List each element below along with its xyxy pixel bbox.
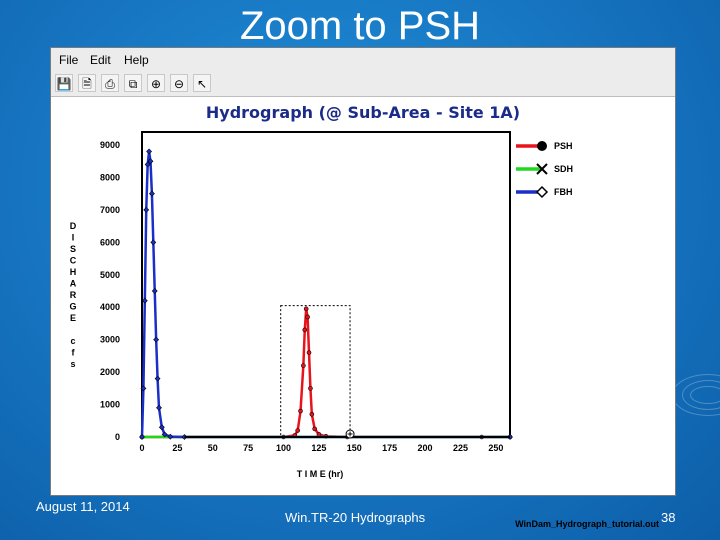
x-tick-label: 175: [382, 443, 397, 453]
x-tick-label: 50: [208, 443, 218, 453]
legend-label-psh: PSH: [554, 141, 573, 151]
zoom-out-icon[interactable]: ⊖: [170, 74, 188, 92]
y-axis-label-letter: c: [70, 336, 75, 346]
data-point-fbh: [154, 375, 161, 382]
y-axis-label-letter: f: [72, 348, 76, 358]
data-point-fbh: [148, 190, 155, 197]
data-point-psh: [301, 363, 306, 368]
hydrograph-window: File Edit Help 💾 🗎 ⎙ ⧉ ⊕ ⊖ ↖ Hydrograph …: [50, 47, 676, 529]
data-point-fbh: [139, 434, 145, 440]
y-tick-label: 6000: [100, 237, 120, 247]
legend-label-sdh: SDH: [554, 164, 573, 174]
x-tick-label: 100: [276, 443, 291, 453]
data-point-fbh: [158, 424, 165, 431]
y-tick-label: 5000: [100, 270, 120, 280]
menu-bar: File Edit Help: [51, 48, 675, 70]
y-axis-label-letter: E: [70, 313, 76, 323]
data-point-fbh: [151, 288, 158, 294]
x-tick-label: 150: [347, 443, 362, 453]
data-point-psh: [295, 428, 300, 433]
footer-date: August 11, 2014: [36, 499, 130, 514]
y-axis-label-letter: R: [70, 290, 77, 300]
x-tick-label: 25: [172, 443, 182, 453]
y-axis-label-letter: C: [70, 256, 77, 266]
data-point-fbh: [140, 385, 147, 392]
y-axis-label-letter: I: [72, 233, 75, 243]
y-tick-label: 3000: [100, 335, 120, 345]
x-tick-label: 125: [311, 443, 326, 453]
data-point-fbh: [161, 431, 168, 438]
data-point-fbh: [146, 148, 153, 155]
y-axis-label-letter: H: [70, 267, 77, 277]
data-point-psh: [305, 314, 310, 320]
save-icon[interactable]: 💾: [55, 74, 73, 92]
menu-file[interactable]: File: [59, 53, 79, 67]
data-point-psh: [298, 408, 303, 414]
data-point-fbh: [153, 336, 160, 343]
water-ripple-decoration: [682, 380, 720, 410]
y-axis-label-letter: S: [70, 244, 76, 254]
x-axis-label: T I M E (hr): [297, 469, 344, 479]
data-point-fbh: [167, 433, 174, 440]
hydrograph-chart[interactable]: 0 1000 2000 3000 4000 5000 6000 7000 8000 9000 0 25…: [51, 96, 675, 495]
data-point-fbh: [147, 158, 154, 165]
legend-x-icon: [536, 163, 548, 175]
y-tick-label: 4000: [100, 302, 120, 312]
y-axis-label-letter: G: [69, 302, 76, 312]
y-tick-label: 1000: [100, 400, 120, 410]
data-point-psh: [312, 426, 317, 432]
zoom-cursor-crosshair: [347, 431, 353, 437]
y-tick-label: 9000: [100, 140, 120, 150]
menu-edit[interactable]: Edit: [90, 53, 111, 67]
print-icon[interactable]: ⎙: [101, 74, 119, 92]
legend-circle-icon: [537, 141, 547, 151]
y-tick-label: 0: [115, 432, 120, 442]
pointer-icon[interactable]: ↖: [193, 74, 211, 92]
footer-title: Win.TR-20 Hydrographs: [285, 510, 426, 525]
data-point-psh: [303, 306, 309, 312]
print-preview-icon[interactable]: 🗎: [78, 74, 96, 92]
data-point-fbh: [150, 239, 157, 246]
copy-icon[interactable]: ⧉: [124, 74, 142, 92]
slide-title: Zoom to PSH: [239, 4, 481, 48]
y-tick-label: 8000: [100, 172, 120, 182]
zoom-in-icon[interactable]: ⊕: [147, 74, 165, 92]
x-tick-label: 0: [139, 443, 144, 453]
x-tick-label: 250: [488, 443, 503, 453]
chart-title: Hydrograph (@ Sub-Area - Site 1A): [205, 103, 521, 122]
data-point-fbh: [144, 161, 151, 168]
data-point-psh: [306, 350, 312, 355]
y-axis-label-letter: s: [70, 359, 75, 369]
water-ripple-decoration: [690, 386, 720, 404]
x-tick-label: 200: [418, 443, 433, 453]
y-axis-label-letter: D: [70, 221, 77, 231]
page-number: 38: [661, 510, 676, 525]
data-point-psh: [302, 327, 308, 333]
plot-frame: [141, 131, 511, 438]
x-tick-label: 75: [243, 443, 253, 453]
legend-diamond-icon: [535, 185, 549, 199]
y-axis-label-letter: A: [70, 279, 77, 289]
y-tick-label: 2000: [100, 367, 120, 377]
menu-help[interactable]: Help: [124, 53, 149, 67]
x-tick-label: 225: [453, 443, 468, 453]
data-point-psh: [308, 386, 313, 391]
legend-label-fbh: FBH: [554, 187, 573, 197]
data-point-fbh: [156, 404, 162, 411]
toolbar: 💾 🗎 ⎙ ⧉ ⊕ ⊖ ↖: [51, 70, 675, 97]
y-tick-label: 7000: [100, 205, 120, 215]
output-file-name: WinDam_Hydrograph_tutorial.out: [515, 519, 659, 529]
data-point-fbh: [143, 206, 150, 213]
data-point-psh: [309, 411, 315, 417]
data-point-fbh: [141, 297, 148, 304]
plot-area: Hydrograph (@ Sub-Area - Site 1A) 0 1000 2…: [51, 96, 675, 529]
